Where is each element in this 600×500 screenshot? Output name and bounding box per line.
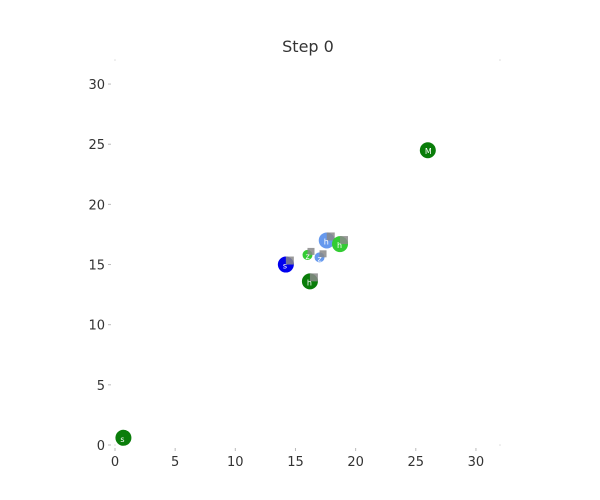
data-point: h bbox=[318, 232, 335, 249]
x-tick-label: 0 bbox=[111, 455, 119, 470]
y-tick-label: 10 bbox=[88, 319, 105, 334]
axis-corner-mark bbox=[114, 444, 116, 446]
data-point-label: s bbox=[283, 262, 287, 271]
y-tick-label: 20 bbox=[88, 198, 105, 213]
y-axis: 0 5 10 15 20 25 30 bbox=[88, 78, 111, 454]
data-point: z bbox=[302, 247, 315, 261]
data-point-label: h bbox=[307, 278, 312, 287]
y-tick-label: 0 bbox=[97, 439, 105, 454]
data-point: s bbox=[115, 429, 132, 446]
x-tick-label: 25 bbox=[408, 455, 425, 470]
y-tick-label: 25 bbox=[88, 138, 105, 153]
data-point-label: h bbox=[337, 241, 342, 250]
data-point-label: z bbox=[306, 252, 310, 261]
y-tick-label: 5 bbox=[97, 379, 105, 394]
data-point-badge bbox=[309, 273, 318, 282]
data-point-badge bbox=[307, 247, 315, 255]
x-tick-label: 10 bbox=[227, 455, 244, 470]
data-point-badge bbox=[326, 232, 335, 241]
data-point-label: z bbox=[318, 254, 322, 263]
axis-corner-mark bbox=[499, 444, 501, 446]
y-tick-label: 30 bbox=[88, 78, 105, 93]
data-point-label: M bbox=[425, 147, 432, 156]
x-tick-label: 30 bbox=[468, 455, 485, 470]
axis-corner-mark bbox=[114, 59, 116, 61]
chart-title: Step 0 bbox=[282, 37, 334, 56]
data-point-badge bbox=[285, 256, 294, 265]
data-point: M bbox=[419, 142, 436, 159]
data-point-label: s bbox=[120, 435, 124, 444]
data-point: h bbox=[331, 236, 348, 253]
data-point-badge bbox=[319, 250, 327, 258]
x-tick-label: 5 bbox=[171, 455, 179, 470]
data-point-marker bbox=[419, 142, 436, 159]
x-axis: 0 5 10 15 20 25 30 bbox=[111, 448, 484, 470]
x-tick-label: 20 bbox=[347, 455, 364, 470]
data-point: s bbox=[277, 256, 294, 273]
data-point: z bbox=[314, 250, 327, 263]
data-point: h bbox=[301, 273, 318, 290]
x-tick-label: 15 bbox=[287, 455, 304, 470]
data-point-badge bbox=[339, 236, 348, 245]
data-point-marker bbox=[115, 429, 132, 446]
axis-corner-mark bbox=[499, 59, 501, 61]
data-point-label: h bbox=[324, 237, 329, 246]
y-tick-label: 15 bbox=[88, 259, 105, 274]
